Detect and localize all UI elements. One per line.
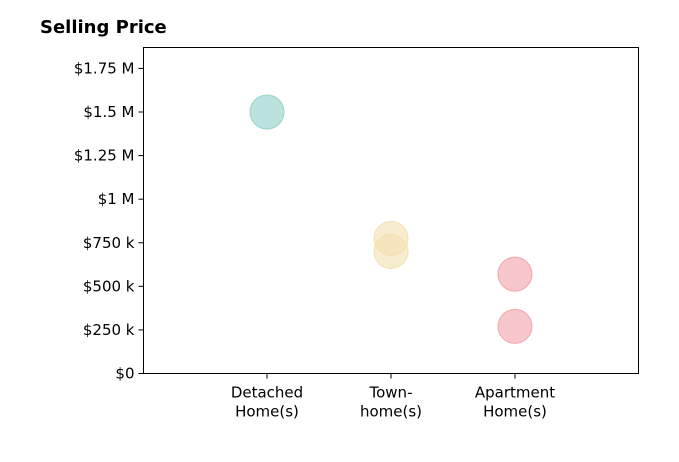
y-tick-label: $1.5 M: [83, 103, 134, 121]
data-point: [373, 233, 409, 269]
plot-area-frame: [143, 47, 639, 374]
data-points: [249, 94, 533, 344]
data-point: [497, 308, 533, 344]
x-tick-label: Apartment Home(s): [475, 384, 555, 421]
chart-title: Selling Price: [40, 17, 167, 38]
data-point: [249, 94, 285, 130]
x-axis: Detached Home(s) Town-home(s) Apartment Home…: [231, 373, 555, 421]
y-tick-label: $750 k: [83, 234, 135, 252]
y-tick-label: $0: [115, 365, 134, 383]
y-tick-label: $250 k: [83, 321, 135, 339]
x-tick-label: Detached Home(s): [231, 384, 303, 421]
y-tick-label: $1.75 M: [74, 59, 135, 77]
data-point: [497, 256, 533, 292]
y-tick-label: $1.25 M: [74, 147, 135, 165]
y-tick-label: $500 k: [83, 277, 135, 295]
y-tick-label: $1 M: [98, 190, 135, 208]
y-axis: $0 $250 k $500 k $750 k $1 M $1.25 M $1.5 M $1.…: [74, 59, 144, 383]
x-tick-label: Town-home(s): [360, 384, 422, 421]
